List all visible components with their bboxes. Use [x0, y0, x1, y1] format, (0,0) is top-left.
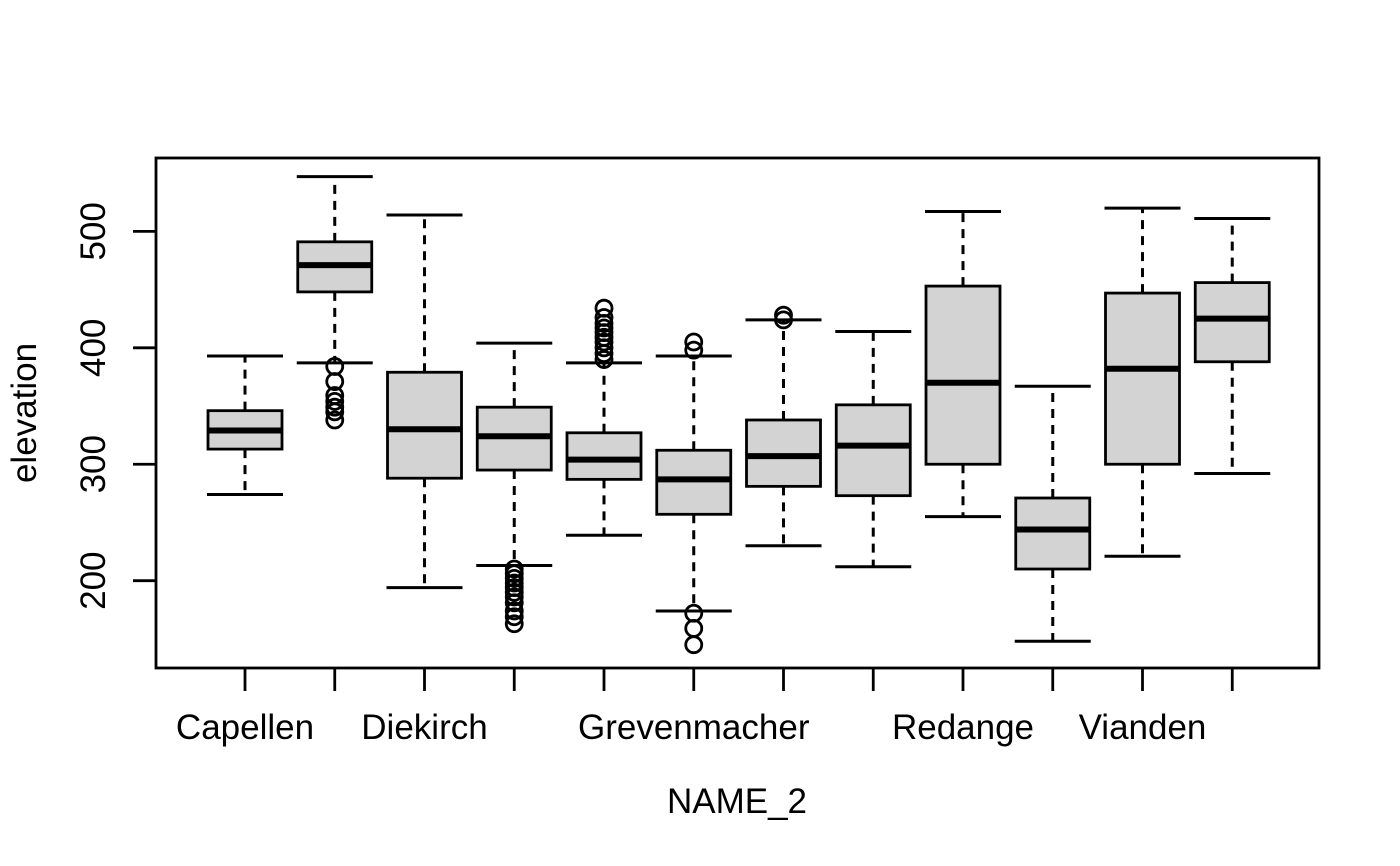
outlier-point: [504, 607, 524, 627]
outlier-point: [504, 593, 524, 613]
outlier-point: [774, 310, 793, 330]
y-axis-tick-label: 400: [74, 319, 113, 377]
outlier-point: [504, 614, 524, 634]
outlier-point: [325, 391, 345, 411]
y-axis-tick-label: 300: [74, 435, 113, 493]
outlier-point: [594, 338, 614, 358]
iqr-box: [1104, 291, 1181, 466]
x-axis-tick-label: Vianden: [1079, 708, 1207, 747]
y-axis-tick-label: 200: [74, 551, 113, 609]
iqr-box: [565, 431, 643, 481]
x-axis-tick-label: Grevenmacher: [578, 708, 810, 747]
y-axis-tick-label: 500: [74, 202, 113, 260]
iqr-box: [834, 403, 912, 498]
x-axis-title: NAME_2: [667, 782, 807, 821]
outlier-point: [594, 344, 614, 364]
x-axis-tick-label: Capellen: [176, 708, 314, 747]
iqr-box: [924, 284, 1002, 466]
outlier-point: [504, 587, 524, 607]
iqr-box: [386, 370, 463, 480]
x-axis-tick-label: Redange: [892, 708, 1034, 747]
outlier-point: [594, 350, 614, 369]
y-axis-title: elevation: [5, 343, 44, 483]
outlier-point: [325, 402, 345, 422]
outlier-point: [325, 410, 345, 430]
chart-layer: 200 300 400 500 Capellen Diekirch Grevenmacher…: [74, 156, 1321, 747]
plot-border: [154, 156, 1321, 670]
outlier-point: [684, 332, 704, 352]
outlier-point: [594, 332, 614, 352]
x-axis-tick-label: Diekirch: [361, 708, 487, 747]
outlier-point: [684, 619, 704, 638]
outlier-point: [684, 635, 704, 655]
outlier-point: [504, 601, 524, 621]
outlier-point: [684, 340, 704, 360]
outlier-point: [325, 372, 345, 391]
iqr-box: [1014, 496, 1092, 571]
outlier-point: [684, 603, 704, 623]
iqr-box: [1193, 281, 1271, 364]
